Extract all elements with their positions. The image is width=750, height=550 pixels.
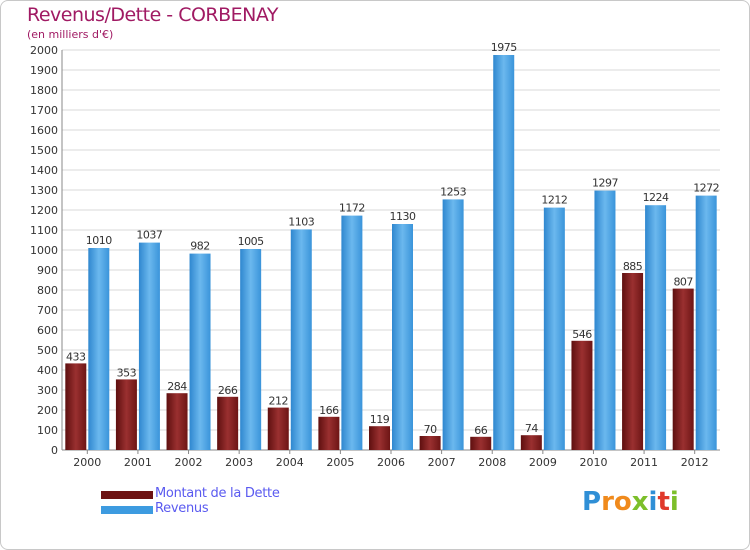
bar-debt-2006 <box>369 426 390 450</box>
data-label-debt-2005: 166 <box>319 404 339 417</box>
data-label-revenue-2003: 1005 <box>238 235 264 248</box>
x-tick-label: 2010 <box>579 456 607 469</box>
x-tick-label: 2006 <box>377 456 405 469</box>
bar-revenue-2003 <box>240 249 262 450</box>
y-tick-label: 300 <box>37 384 58 397</box>
data-label-revenue-2006: 1130 <box>390 210 416 223</box>
bar-debt-2010 <box>571 340 593 450</box>
data-label-revenue-2001: 1037 <box>136 229 162 242</box>
y-tick-label: 1600 <box>30 124 58 137</box>
bar-debt-2011 <box>622 273 644 450</box>
bar-revenue-2004 <box>290 229 312 450</box>
data-label-debt-2001: 353 <box>117 366 137 379</box>
x-tick-label: 2011 <box>630 456 658 469</box>
bar-revenue-2008 <box>493 55 515 450</box>
data-label-debt-2009: 74 <box>525 422 538 435</box>
proxiti-logo: Proxiti <box>582 487 679 517</box>
data-label-revenue-2011: 1224 <box>643 191 669 204</box>
y-tick-label: 600 <box>37 324 58 337</box>
bar-debt-2004 <box>267 407 289 450</box>
legend-swatch-revenue <box>101 506 153 514</box>
y-tick-label: 1300 <box>30 184 58 197</box>
y-tick-label: 1400 <box>30 164 58 177</box>
bar-revenue-2007 <box>442 199 464 450</box>
y-tick-label: 900 <box>37 264 58 277</box>
bar-revenue-2002 <box>189 253 211 450</box>
y-tick-label: 700 <box>37 304 58 317</box>
legend-swatch-debt <box>101 491 153 499</box>
data-label-debt-2000: 433 <box>66 350 86 363</box>
y-tick-label: 0 <box>51 444 58 457</box>
bar-debt-2001 <box>115 379 137 450</box>
data-label-debt-2004: 212 <box>269 395 289 408</box>
x-tick-label: 2003 <box>225 456 253 469</box>
data-label-revenue-2000: 1010 <box>86 234 112 247</box>
data-label-revenue-2004: 1103 <box>288 215 314 228</box>
bar-revenue-2009 <box>543 207 565 450</box>
data-label-revenue-2008: 1975 <box>491 41 517 54</box>
bar-revenue-2006 <box>392 224 413 450</box>
y-tick-label: 2000 <box>30 44 58 57</box>
data-label-revenue-2007: 1253 <box>440 185 466 198</box>
y-tick-label: 400 <box>37 364 58 377</box>
chart-subtitle: (en milliers d'€) <box>27 28 114 41</box>
bar-debt-2012 <box>672 288 694 450</box>
data-label-debt-2010: 546 <box>572 328 592 341</box>
bar-debt-2007 <box>419 436 441 450</box>
x-tick-label: 2000 <box>73 456 101 469</box>
x-tick-label: 2009 <box>529 456 557 469</box>
data-label-debt-2003: 266 <box>218 384 238 397</box>
data-label-debt-2007: 70 <box>424 423 437 436</box>
y-tick-label: 1900 <box>30 64 58 77</box>
data-label-debt-2008: 66 <box>474 424 487 437</box>
data-label-revenue-2012: 1272 <box>693 182 719 195</box>
y-tick-label: 200 <box>37 404 58 417</box>
bars <box>65 55 717 450</box>
y-tick-label: 1000 <box>30 244 58 257</box>
bar-revenue-2005 <box>341 215 363 450</box>
bar-revenue-2000 <box>88 248 110 450</box>
x-tick-label: 2002 <box>175 456 203 469</box>
data-label-debt-2011: 885 <box>623 260 643 273</box>
bar-debt-2002 <box>166 393 188 450</box>
bar-revenue-2012 <box>695 195 717 450</box>
x-tick-label: 2007 <box>428 456 456 469</box>
bar-revenue-2011 <box>645 205 667 450</box>
legend-label-revenue: Revenus <box>155 501 209 516</box>
bar-revenue-2001 <box>138 242 160 450</box>
bar-revenue-2010 <box>594 190 616 450</box>
y-tick-label: 1800 <box>30 84 58 97</box>
bar-debt-2005 <box>318 416 340 450</box>
bar-debt-2003 <box>217 396 239 450</box>
y-tick-label: 800 <box>37 284 58 297</box>
x-tick-label: 2004 <box>276 456 304 469</box>
x-tick-label: 2008 <box>478 456 506 469</box>
x-tick-label: 2001 <box>124 456 152 469</box>
x-tick-label: 2005 <box>326 456 354 469</box>
axes: 0 100 200 300 400 500 600 700 800 900 1000 1100 1200… <box>30 44 720 469</box>
data-label-revenue-2010: 1297 <box>592 177 618 190</box>
y-tick-label: 1200 <box>30 204 58 217</box>
bar-debt-2000 <box>65 363 87 450</box>
data-label-revenue-2002: 982 <box>190 240 210 253</box>
grid-lines <box>62 49 720 451</box>
x-tick-label: 2012 <box>681 456 709 469</box>
data-label-revenue-2009: 1212 <box>541 194 567 207</box>
data-labels: 433 1010 353 1037 284 982 266 1005 212 1103 166 117… <box>66 41 720 437</box>
y-tick-label: 500 <box>37 344 58 357</box>
bar-debt-2009 <box>520 435 542 450</box>
y-tick-label: 1700 <box>30 104 58 117</box>
chart-title: Revenus/Dette - CORBENAY <box>27 4 279 26</box>
data-label-revenue-2005: 1172 <box>339 202 365 215</box>
data-label-debt-2006: 119 <box>370 413 390 426</box>
data-label-debt-2012: 807 <box>673 276 693 289</box>
legend-label-debt: Montant de la Dette <box>155 486 280 501</box>
y-tick-label: 100 <box>37 424 58 437</box>
y-tick-label: 1100 <box>30 224 58 237</box>
y-tick-label: 1500 <box>30 144 58 157</box>
bar-debt-2008 <box>470 436 492 450</box>
data-label-debt-2002: 284 <box>167 380 187 393</box>
